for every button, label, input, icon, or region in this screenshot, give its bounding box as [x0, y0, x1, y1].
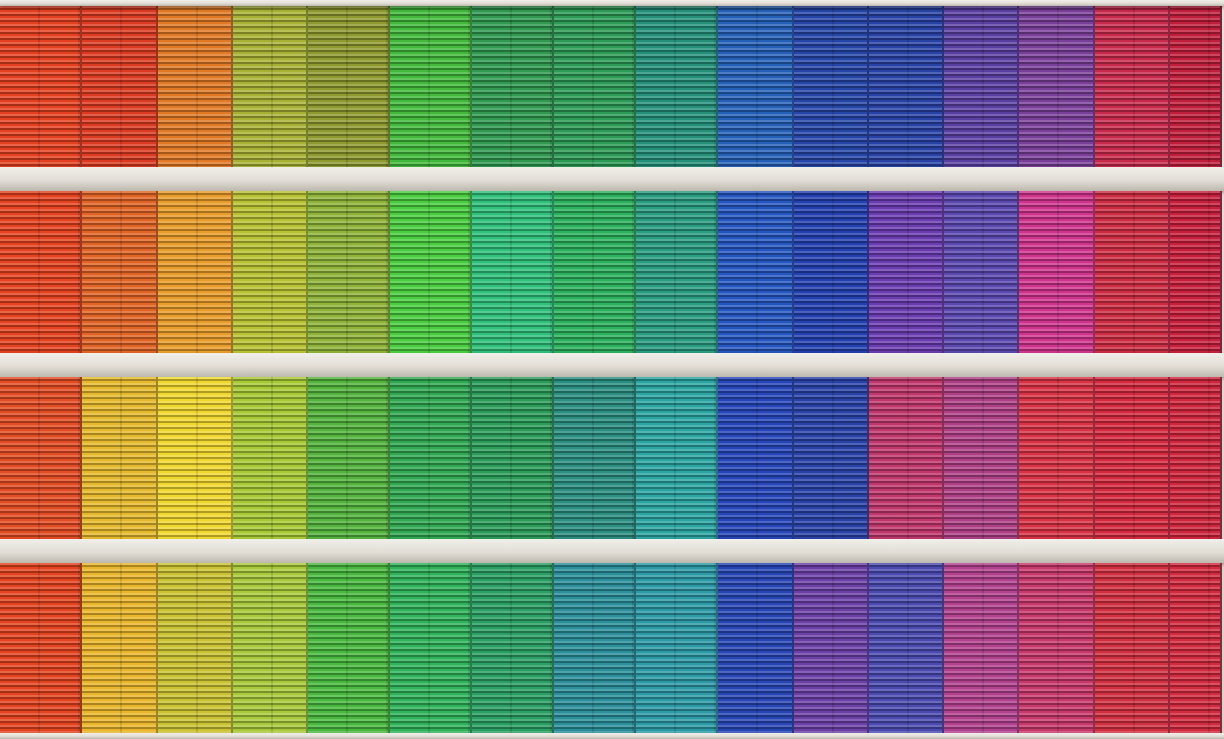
shutter-panel — [390, 563, 472, 733]
shutter-panel — [869, 377, 944, 539]
shutter-panel — [794, 6, 869, 167]
floor-band-4 — [0, 563, 1224, 733]
shutter-panel — [1170, 377, 1222, 539]
shutter-panel — [1170, 191, 1222, 353]
shutter-panel — [718, 191, 794, 353]
shutter-panel — [233, 563, 308, 733]
shutter-panel — [158, 6, 233, 167]
shutter-panel — [1095, 377, 1170, 539]
shutter-panel — [869, 191, 944, 353]
shutter-panel — [82, 563, 158, 733]
shutter-panel — [233, 191, 308, 353]
shutter-panel — [82, 6, 158, 167]
shutter-panel — [390, 377, 472, 539]
shutter-panel — [0, 563, 82, 733]
shutter-panel — [718, 6, 794, 167]
shutter-panel — [472, 6, 554, 167]
shutter-panel — [0, 6, 82, 167]
shutter-panel — [869, 563, 944, 733]
shutter-panel — [1170, 6, 1222, 167]
shutter-panel — [636, 6, 718, 167]
ledge-2 — [0, 353, 1224, 377]
shutter-panel — [308, 377, 390, 539]
shutter-panel — [794, 563, 869, 733]
shutter-panel — [158, 563, 233, 733]
shutter-panel — [636, 191, 718, 353]
shutter-panel — [390, 191, 472, 353]
shutter-panel — [554, 377, 636, 539]
shutter-panel — [869, 6, 944, 167]
shutter-panel — [944, 191, 1019, 353]
floor-band-1 — [0, 6, 1224, 167]
shutter-panel — [1019, 377, 1095, 539]
ledge-bottom — [0, 733, 1224, 739]
shutter-panel — [554, 191, 636, 353]
shutter-panel — [472, 563, 554, 733]
ledge-top — [0, 0, 1224, 6]
shutter-panel — [472, 191, 554, 353]
floor-band-2 — [0, 191, 1224, 353]
shutter-panel — [636, 377, 718, 539]
shutter-panel — [308, 191, 390, 353]
shutter-panel — [794, 377, 869, 539]
shutter-panel — [1095, 6, 1170, 167]
shutter-panel — [1095, 563, 1170, 733]
shutter-panel — [944, 563, 1019, 733]
shutter-panel — [472, 377, 554, 539]
shutter-panel — [1170, 563, 1222, 733]
shutter-panel — [718, 377, 794, 539]
shutter-panel — [0, 377, 82, 539]
shutter-panel — [0, 191, 82, 353]
shutter-panel — [636, 563, 718, 733]
shutter-panel — [554, 6, 636, 167]
shutter-panel — [944, 377, 1019, 539]
shutter-panel — [158, 191, 233, 353]
ledge-3 — [0, 539, 1224, 563]
shutter-panel — [718, 563, 794, 733]
shutter-panel — [233, 377, 308, 539]
floor-band-3 — [0, 377, 1224, 539]
shutter-panel — [82, 191, 158, 353]
shutter-panel — [1019, 563, 1095, 733]
shutter-panel — [233, 6, 308, 167]
shutter-panel — [1019, 191, 1095, 353]
shutter-panel — [1019, 6, 1095, 167]
shutter-panel — [554, 563, 636, 733]
shutter-panel — [308, 563, 390, 733]
shutter-panel — [82, 377, 158, 539]
shutter-panel — [944, 6, 1019, 167]
shutter-panel — [794, 191, 869, 353]
ledge-1 — [0, 167, 1224, 191]
shutter-panel — [158, 377, 233, 539]
shutter-panel — [390, 6, 472, 167]
shutter-panel — [1095, 191, 1170, 353]
shutter-panel — [308, 6, 390, 167]
